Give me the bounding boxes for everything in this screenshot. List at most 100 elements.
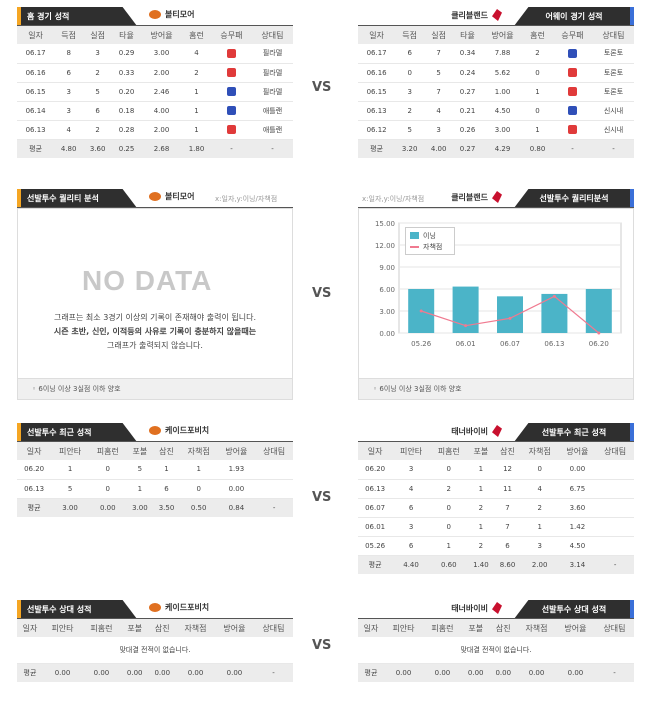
average-row: 평균 3.20 4.00 0.27 4.29 0.80- - bbox=[358, 139, 634, 158]
table-cell: 3.00 bbox=[482, 120, 524, 140]
table-cell: 0.26 bbox=[453, 120, 483, 140]
column-header: 상대팀 bbox=[253, 619, 293, 637]
table-row: 06.20 3 0 1 12 0 0.00 bbox=[358, 460, 634, 480]
table-cell: 2.00 bbox=[141, 63, 183, 83]
average-row: 평균 3.00 0.00 3.00 3.50 0.50 0.84- bbox=[17, 498, 293, 517]
recent-right-panel: 태너바이비 선발투수 최근 성적 일자 피안타 피홈런 포볼 삼진 자책점 방어율 상대팀 06… bbox=[358, 420, 634, 574]
table-cell: 1 bbox=[523, 120, 552, 140]
table-cell bbox=[255, 460, 293, 480]
average-cell: 3.60 bbox=[83, 139, 113, 158]
average-cell: 0.27 bbox=[453, 139, 483, 158]
opponent-cell[interactable]: 토론토 bbox=[592, 82, 634, 102]
average-cell: 0.00 bbox=[461, 663, 490, 682]
recent-tab[interactable]: 선발투수 최근 성적 bbox=[17, 423, 137, 442]
column-header: 상대팀 bbox=[596, 442, 634, 460]
column-header: 피홈런 bbox=[429, 442, 468, 460]
table-cell: 06.13 bbox=[358, 479, 393, 499]
header-row: 일자 피안타 피홈런 포볼 삼진 자책점 방어율 상대팀 bbox=[358, 442, 634, 460]
average-cell: 0.60 bbox=[429, 555, 468, 574]
column-header: 일자 bbox=[17, 619, 43, 637]
team-label: 볼티모어 bbox=[149, 191, 194, 202]
table-cell: 06.15 bbox=[17, 82, 55, 102]
vs-record-tab[interactable]: 선발투수 상대 성적 bbox=[514, 600, 634, 619]
result-cell bbox=[551, 101, 593, 121]
table-cell: 7.88 bbox=[482, 44, 524, 64]
column-header: 피홈런 bbox=[422, 619, 462, 637]
recent-tab[interactable]: 선발투수 최근 성적 bbox=[514, 423, 634, 442]
vs-record-tab[interactable]: 선발투수 상대 성적 bbox=[17, 600, 137, 619]
quality-tab[interactable]: 선발투수 퀄리티 분석 bbox=[17, 189, 137, 208]
x-tick-label: 06.07 bbox=[500, 340, 520, 348]
header-row: 일자 피안타 피홈런 포볼 삼진 자책점 방어율 상대팀 bbox=[358, 619, 634, 637]
average-cell: 0.00 bbox=[384, 663, 423, 682]
column-header: 삼진 bbox=[494, 442, 521, 460]
table-cell: 1.42 bbox=[558, 517, 597, 537]
opponent-cell[interactable]: 애틀랜 bbox=[251, 120, 293, 140]
opponent-cell[interactable]: 필라델 bbox=[251, 44, 293, 64]
guardians-logo-icon bbox=[492, 425, 502, 437]
table-cell: 0 bbox=[429, 517, 468, 537]
table-cell: 2 bbox=[182, 63, 211, 83]
average-cell: 0.00 bbox=[176, 663, 215, 682]
table-cell: 2 bbox=[83, 120, 113, 140]
table-cell: 1 bbox=[182, 82, 211, 102]
home-record-tab[interactable]: 홈 경기 성적 bbox=[17, 7, 137, 26]
table-cell: 4.00 bbox=[141, 101, 183, 121]
loss-badge-icon bbox=[567, 125, 577, 134]
table-cell bbox=[596, 498, 634, 518]
column-header: 방어율 bbox=[558, 442, 597, 460]
column-header: 일자 bbox=[358, 619, 384, 637]
quality-tab[interactable]: 선발투수 퀄리티분석 bbox=[514, 189, 634, 208]
x-tick-label: 05.26 bbox=[411, 340, 432, 348]
table-cell: 4.50 bbox=[558, 536, 597, 556]
opponent-cell[interactable]: 필라델 bbox=[251, 63, 293, 83]
table-cell: 0.20 bbox=[112, 82, 142, 102]
table-cell: 0 bbox=[88, 460, 127, 480]
table-cell: 1.93 bbox=[217, 460, 256, 480]
table-cell: 5 bbox=[424, 63, 454, 83]
column-header: 피홈런 bbox=[88, 442, 127, 460]
table-cell: 5 bbox=[51, 479, 89, 499]
opponent-cell[interactable]: 필라델 bbox=[251, 82, 293, 102]
table-cell: 06.16 bbox=[358, 63, 396, 83]
table-row: 06.13 5 0 1 6 0 0.00 bbox=[17, 479, 293, 499]
table-cell: 6 bbox=[83, 101, 113, 121]
table-cell: 6 bbox=[494, 536, 521, 556]
table-cell: 06.20 bbox=[358, 460, 393, 480]
vs-left-table: 일자 피안타 피홈런 포볼 삼진 자책점 방어율 상대팀 맞대결 전적이 없습니다. 평균 0.00… bbox=[17, 619, 293, 682]
opponent-cell[interactable]: 애틀랜 bbox=[251, 101, 293, 121]
opponent-cell[interactable]: 토론토 bbox=[592, 44, 634, 64]
table-row: 06.16 0 5 0.24 5.62 0 토론토 bbox=[358, 63, 634, 83]
no-record-row: 맞대결 전적이 없습니다. bbox=[17, 637, 293, 664]
orioles-logo-icon bbox=[149, 426, 161, 435]
average-cell: 평균 bbox=[358, 663, 384, 682]
table-cell: 3 bbox=[520, 536, 559, 556]
no-data-msg-3: 그래프가 출력되지 않습니다. bbox=[107, 341, 203, 350]
table-cell: 0 bbox=[429, 498, 468, 518]
average-cell: 0.80 bbox=[523, 139, 552, 158]
table-cell: 0.00 bbox=[558, 460, 597, 480]
table-cell: 7 bbox=[494, 498, 521, 518]
opponent-cell[interactable]: 신시내 bbox=[592, 101, 634, 121]
quality-chart: 0.00 3.00 6.00 9.00 12.00 15.00 05.26 06.01 06.0… bbox=[375, 220, 622, 348]
no-record-row: 맞대결 전적이 없습니다. bbox=[358, 637, 634, 664]
y-tick-label: 0.00 bbox=[379, 330, 395, 338]
away-record-tab[interactable]: 어웨이 경기 성적 bbox=[514, 7, 634, 26]
average-cell: 2.68 bbox=[141, 139, 183, 158]
away-record-table: 일자 득점 실점 타율 방어율 홈런 승무패 상대팀 06.17 6 7 0.34 7.88 2 토론토 06… bbox=[358, 26, 634, 158]
column-header: 삼진 bbox=[148, 619, 176, 637]
opponent-cell[interactable]: 토론토 bbox=[592, 63, 634, 83]
table-row: 06.16 6 2 0.33 2.00 2 필라델 bbox=[17, 63, 293, 83]
table-cell bbox=[596, 536, 634, 556]
table-row: 06.17 6 7 0.34 7.88 2 토론토 bbox=[358, 44, 634, 64]
table-cell: 6 bbox=[54, 63, 84, 83]
quality-left-panel: 선발투수 퀄리티 분석 볼티모어 x:일자,y:이닝/자책점 NO DATA 그… bbox=[17, 186, 293, 400]
result-cell bbox=[210, 82, 252, 102]
table-cell: 06.13 bbox=[17, 120, 55, 140]
orioles-logo-icon bbox=[149, 192, 161, 201]
table-cell: 3 bbox=[424, 120, 454, 140]
average-cell: 3.00 bbox=[51, 498, 89, 517]
header-row: 일자 득점 실점 타율 방어율 홈런 승무패 상대팀 bbox=[358, 26, 634, 44]
opponent-cell[interactable]: 신시내 bbox=[592, 120, 634, 140]
average-cell: - bbox=[592, 139, 634, 158]
